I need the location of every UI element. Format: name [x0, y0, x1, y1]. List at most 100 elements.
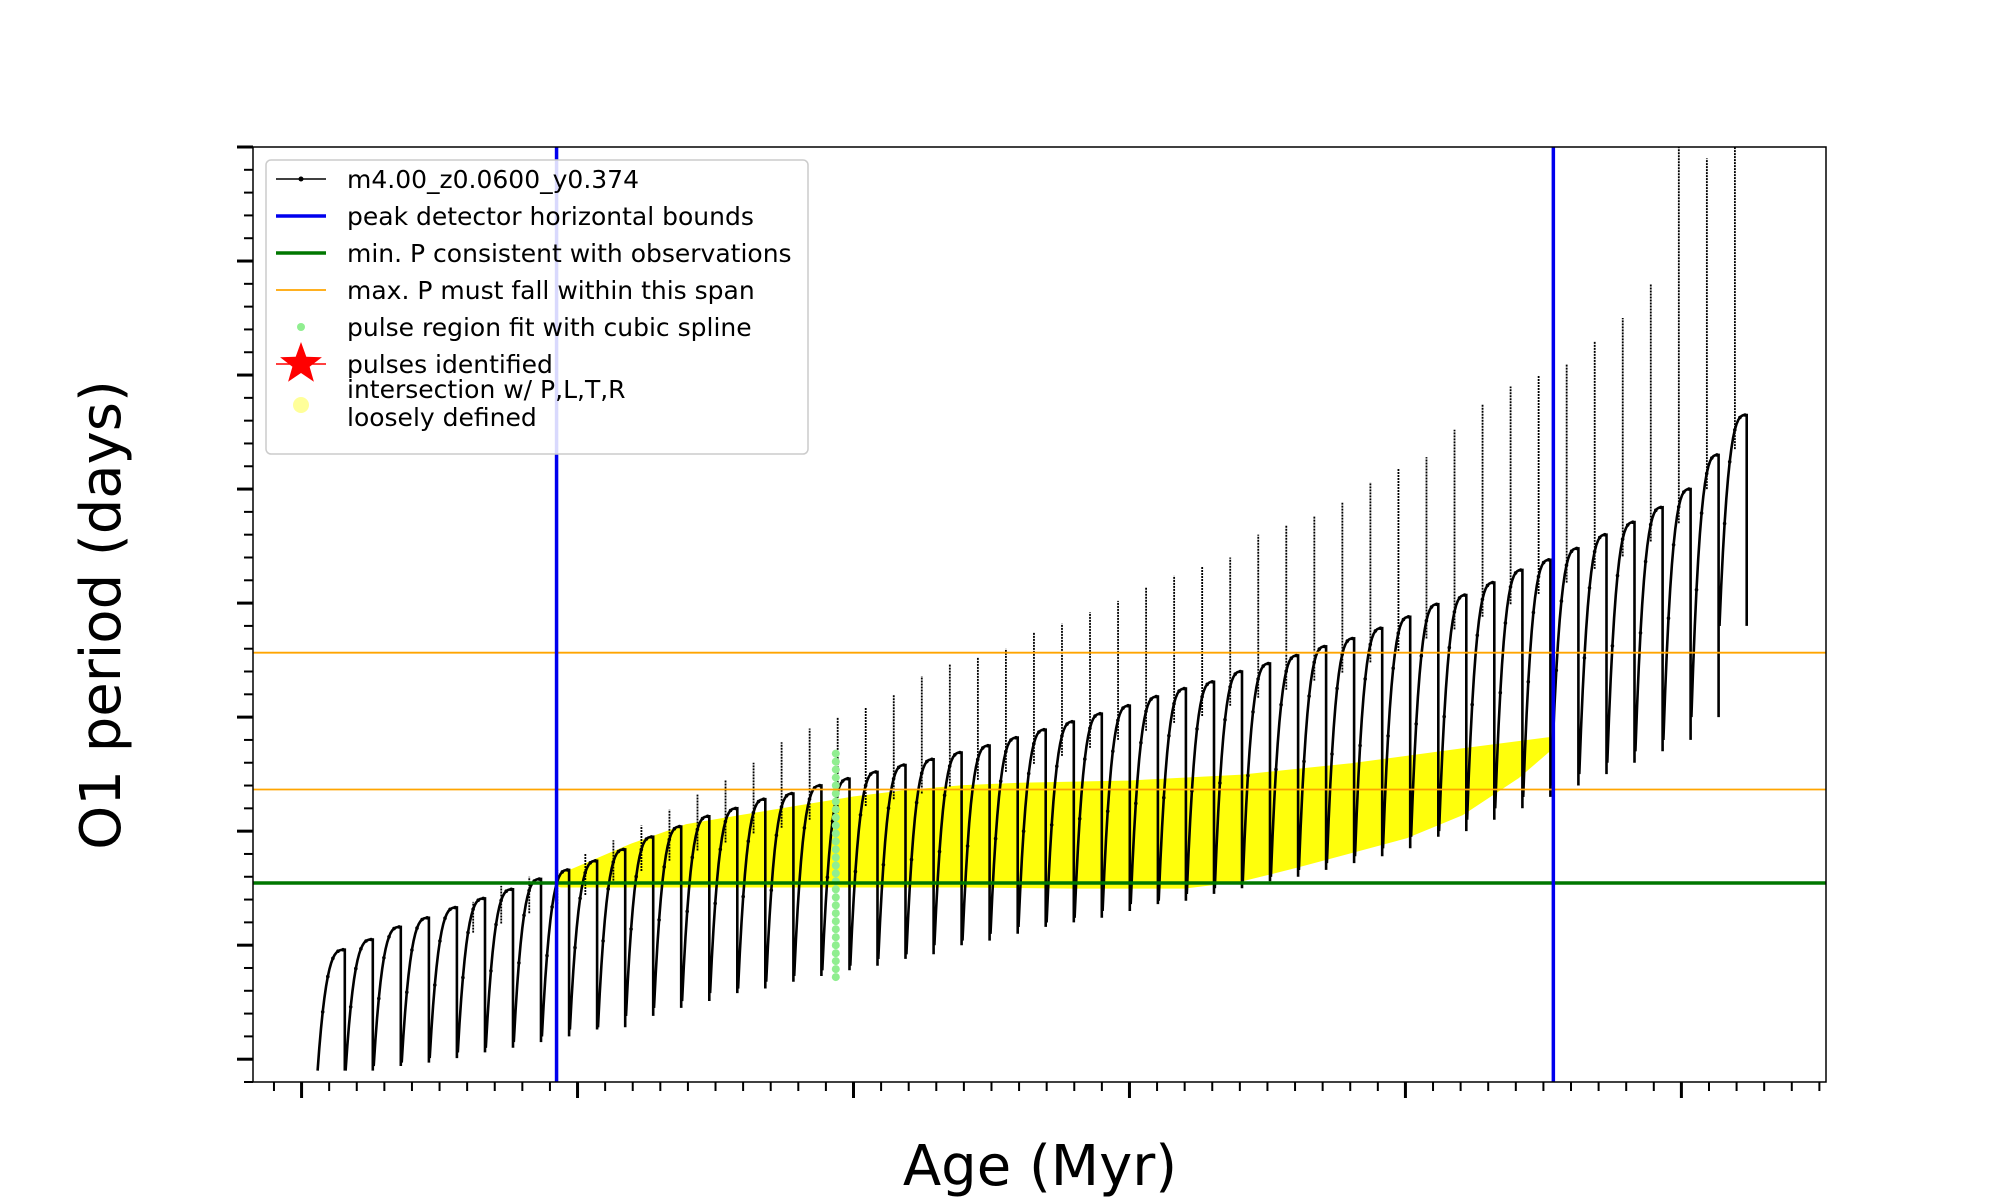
period-curve-point — [953, 753, 957, 757]
period-curve-point — [1738, 415, 1742, 420]
legend-circle-swatch — [293, 397, 309, 413]
period-curve-point — [1144, 709, 1148, 714]
period-curve-point — [443, 916, 447, 920]
legend-label: min. P consistent with observations — [347, 239, 792, 268]
plot-frame — [252, 146, 1827, 1083]
spline-fit-point — [831, 949, 840, 958]
period-curve-point — [326, 974, 330, 979]
period-curve-point — [1406, 615, 1411, 619]
period-curve-point — [874, 770, 878, 774]
period-curve-point — [981, 746, 985, 750]
period-curve-point — [919, 771, 924, 775]
period-curve-point — [410, 948, 414, 952]
period-curve-point — [1554, 668, 1559, 673]
spline-fit-point — [831, 925, 840, 934]
period-curve-point — [975, 757, 980, 762]
period-curve-point — [784, 793, 789, 798]
period-curve-point — [1429, 605, 1434, 609]
period-curve-point — [1569, 549, 1574, 553]
period-curve-point — [560, 870, 565, 874]
period-curve-point — [863, 783, 868, 788]
period-curve-point — [1233, 672, 1237, 676]
period-curve-point — [1009, 738, 1013, 742]
period-curve-point — [1317, 647, 1322, 651]
legend-entry: peak detector horizontal bounds — [276, 202, 754, 231]
period-curve-point — [713, 901, 717, 906]
period-curve-point — [377, 996, 381, 1001]
period-curve-point — [1625, 523, 1630, 527]
period-curve-point — [494, 922, 498, 927]
period-curve-point — [621, 847, 626, 852]
legend-label-line: pulse region fit with cubic spline — [347, 313, 752, 342]
period-curve-point — [1274, 767, 1278, 772]
period-curve-point — [1480, 597, 1485, 602]
horizontal-lines-layer — [253, 651, 1826, 885]
period-curve-point — [690, 855, 695, 860]
period-curve-point — [1513, 571, 1518, 575]
period-curve-point — [425, 916, 430, 920]
period-curve-point — [1603, 532, 1607, 537]
spline-fit-point — [831, 885, 840, 894]
period-curve-point — [1228, 685, 1232, 689]
period-curve-point — [1200, 695, 1204, 699]
period-curve-point — [1442, 714, 1446, 719]
period-curve-point — [1004, 749, 1008, 754]
spline-fit-point — [831, 965, 840, 974]
legend-label: pulses identified — [347, 350, 553, 379]
legend-box — [265, 159, 809, 455]
period-curve-point — [672, 826, 677, 831]
period-curve-point — [914, 800, 919, 805]
period-curve-point — [840, 779, 845, 783]
period-curve-point — [504, 889, 509, 893]
period-curve-point — [1462, 593, 1467, 597]
period-curve-point — [662, 865, 666, 869]
period-curve-point — [1699, 511, 1704, 515]
period-curve-point — [573, 945, 577, 950]
period-curve-point — [853, 869, 858, 874]
spline-fit-point — [831, 789, 840, 798]
period-curve-point — [1396, 631, 1401, 635]
period-curve-point — [1470, 702, 1474, 707]
legend-label-line: m4.00_z0.0600_y0.374 — [347, 165, 639, 194]
period-curve-point — [756, 799, 761, 804]
period-curve-line — [316, 413, 1748, 1071]
period-curve-point — [993, 836, 998, 841]
spline-fit-point — [831, 749, 840, 758]
period-curve-point — [545, 953, 549, 958]
period-curve-point — [858, 813, 863, 817]
period-curve-point — [1722, 521, 1727, 526]
period-curve-point — [1195, 727, 1199, 731]
period-curve-point — [1508, 585, 1513, 589]
period-curve-point — [779, 805, 784, 809]
period-curve-point — [1378, 626, 1383, 630]
period-curve-point — [348, 1005, 353, 1009]
period-curve-point — [1218, 781, 1222, 785]
period-curve-point — [499, 898, 503, 903]
period-curve-point — [1659, 505, 1663, 510]
legend-label: intersection w/ P,L,T,R loosely defined — [347, 375, 626, 432]
spline-fit-point — [831, 813, 840, 822]
spline-fit-point — [831, 909, 840, 918]
period-curve-point — [896, 765, 901, 770]
legend-entry: max. P must fall within this span — [276, 276, 755, 305]
period-curve-point — [1238, 669, 1243, 674]
period-curve-point — [881, 863, 886, 867]
period-curve-point — [1373, 629, 1378, 633]
period-curve-point — [1154, 694, 1158, 699]
period-curve-point — [415, 926, 419, 930]
spline-fit-layer — [831, 749, 840, 982]
legend-dot-swatch — [298, 176, 304, 182]
period-curve-point — [1631, 520, 1635, 524]
period-curve-point — [1182, 686, 1186, 691]
spline-fit-point — [831, 861, 840, 870]
period-curve-point — [1687, 487, 1691, 491]
period-curve-point — [1210, 680, 1215, 684]
period-curve-point — [825, 875, 830, 880]
period-curve-point — [1536, 574, 1541, 579]
period-curve-point — [1261, 664, 1265, 668]
legend-label-line: max. P must fall within this span — [347, 276, 755, 305]
period-curve-point — [1541, 560, 1546, 565]
period-curve-point — [1704, 471, 1709, 476]
period-curve-point — [1358, 743, 1362, 748]
period-curve-point — [909, 857, 914, 862]
